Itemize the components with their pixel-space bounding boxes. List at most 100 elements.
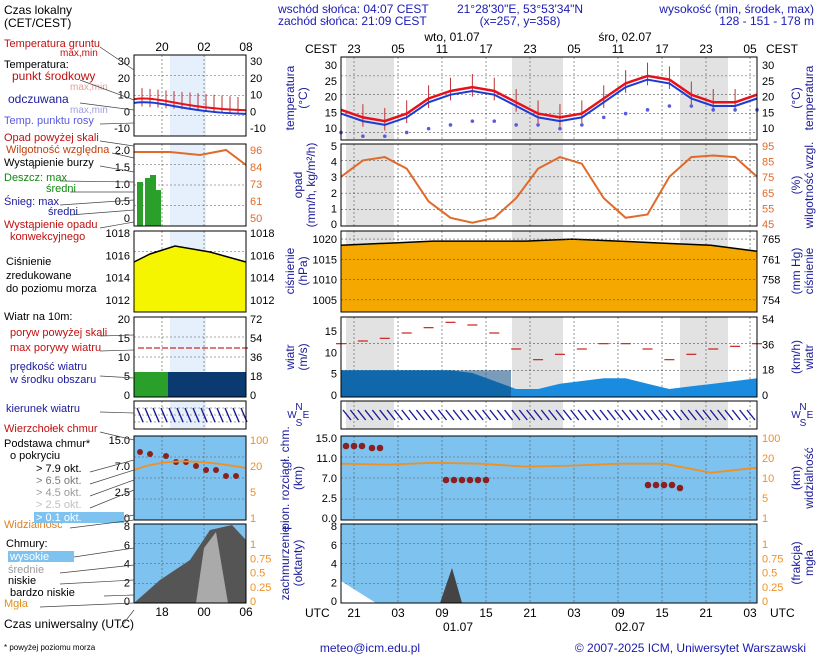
legend-text: średni [48,206,78,218]
sm-tick-temp-left: 10 [118,90,130,102]
wind-arrow [386,409,396,421]
compass-s: S [296,418,303,429]
hour-top: 17 [479,42,493,56]
wind-arrow [584,409,594,421]
legend-text: Wystąpienie opadu [4,219,97,231]
label-rh-r: (%) [789,176,803,195]
wind-arrow [680,409,690,421]
small-wind-arrow [232,407,240,423]
panel-frame [340,523,758,604]
sm-tick-wind-right: 36 [250,352,262,364]
label-pres-r: ciśnienie [802,247,816,294]
dew-point [514,123,518,127]
tick-cb-left: 2.5 [322,493,337,505]
dew-point [448,123,453,127]
date2-label: 02.07 [615,620,645,634]
tick-rh-right: 45 [762,219,774,231]
vlow-cloud-fill [440,568,462,603]
cloud-base-dot [450,476,458,484]
sm-tick-vis-right: 5 [250,487,256,499]
label-vis-r: widzialność [802,447,816,509]
small-cb-dot [193,463,199,469]
dew-point [492,119,497,123]
hour-bottom: 21 [699,606,713,620]
legend-text: Wystąpienie burzy [4,157,94,169]
legend-connector [59,199,135,206]
email-link[interactable]: meteo@icm.edu.pl [320,641,420,655]
legend-text: Temp. punktu rosy [4,115,94,127]
height-values: 128 - 151 - 178 m [719,14,814,28]
cest-left: CEST [305,42,338,56]
header: wschód słońca: 04:07 CEST zachód słońca:… [277,2,814,28]
legend-text: średni [46,183,76,195]
sm-tick-temp-right: 20 [250,73,262,85]
tick-cover-left: 2 [331,577,337,589]
sm-tick-wind-left: 10 [118,352,130,364]
wind-arrow [650,409,661,421]
label-cover: zachmurzenie [278,525,292,600]
legend-connector [73,547,135,558]
dew-point [580,123,584,127]
sm-tick-wind-left: 5 [124,371,130,383]
wind-arrow [445,409,455,421]
wind-arrow [415,409,426,421]
dew-point [536,123,540,127]
tick-cover-left: 6 [331,540,337,552]
panel-frame [340,230,758,313]
tick-pres-right: 765 [762,234,780,246]
small-wind-arrow [216,407,224,423]
wind-arrow [496,409,506,421]
wind-arrow [599,409,609,421]
utc-left: UTC [305,606,330,620]
wind-arrow [518,409,528,421]
panel-cb [340,436,758,520]
legend-text: max,min [60,48,98,59]
small-rain-bar [150,175,156,226]
small-pressure-fill [134,246,246,312]
utc-right: UTC [770,606,795,620]
compass-e: E [303,410,310,421]
tick-pres-left: 1020 [313,234,337,246]
wind-arrow [379,409,389,421]
wind-arrow [452,409,462,421]
legend-text: konwekcyjnego [10,231,85,243]
height-label: wysokość (min, środek, max) [658,2,814,16]
legend-connector [99,122,135,125]
legend-connector [59,564,135,574]
cloud-base-dot [376,444,384,452]
tick-precip-left: 1 [331,203,337,215]
small-wind-arrow [176,407,184,423]
tick-precip-left: 5 [331,141,337,153]
sm-tick-rh-right: 61 [250,196,262,208]
legend-text: prędkość wiatru [10,361,87,373]
dew-point [404,130,409,135]
wind-arrow [408,409,418,421]
small-rh-line [134,148,247,166]
hour-bottom: 21 [347,606,361,620]
night-band [346,401,394,429]
sunrise-text: wschód słońca: 04:07 CEST [277,2,429,16]
tick-precip-left: 3 [331,172,337,184]
legend-okt01: > 0.1 okt. [36,512,82,524]
label-cloudbase: pion. rozciągł. chm. [278,426,292,529]
main-axes: 3025201510302520151054321095857565554510… [278,60,816,608]
dew-point [470,119,475,123]
wind-arrow [628,409,639,421]
tick-fog-right: 0 [762,596,768,608]
compass-n: N [799,402,806,413]
hour-bottom: 03 [567,606,581,620]
footnote: * powyżej poziomu morza [4,643,96,652]
wind-arrow [695,409,705,421]
wind-arrow [342,409,352,421]
tick-cb-left: 15.0 [316,433,337,445]
cloud-base-dot [652,481,660,489]
label-temp: (°C) [296,87,310,108]
sm-tick-vis-right: 20 [250,461,262,473]
dew-point [711,108,716,112]
small-temp-line [133,97,247,112]
tick-vis-right: 20 [762,453,774,465]
legend-text: punkt środkowy [12,69,95,83]
small-cb-dot [137,449,143,455]
wind-arrow [430,409,440,421]
